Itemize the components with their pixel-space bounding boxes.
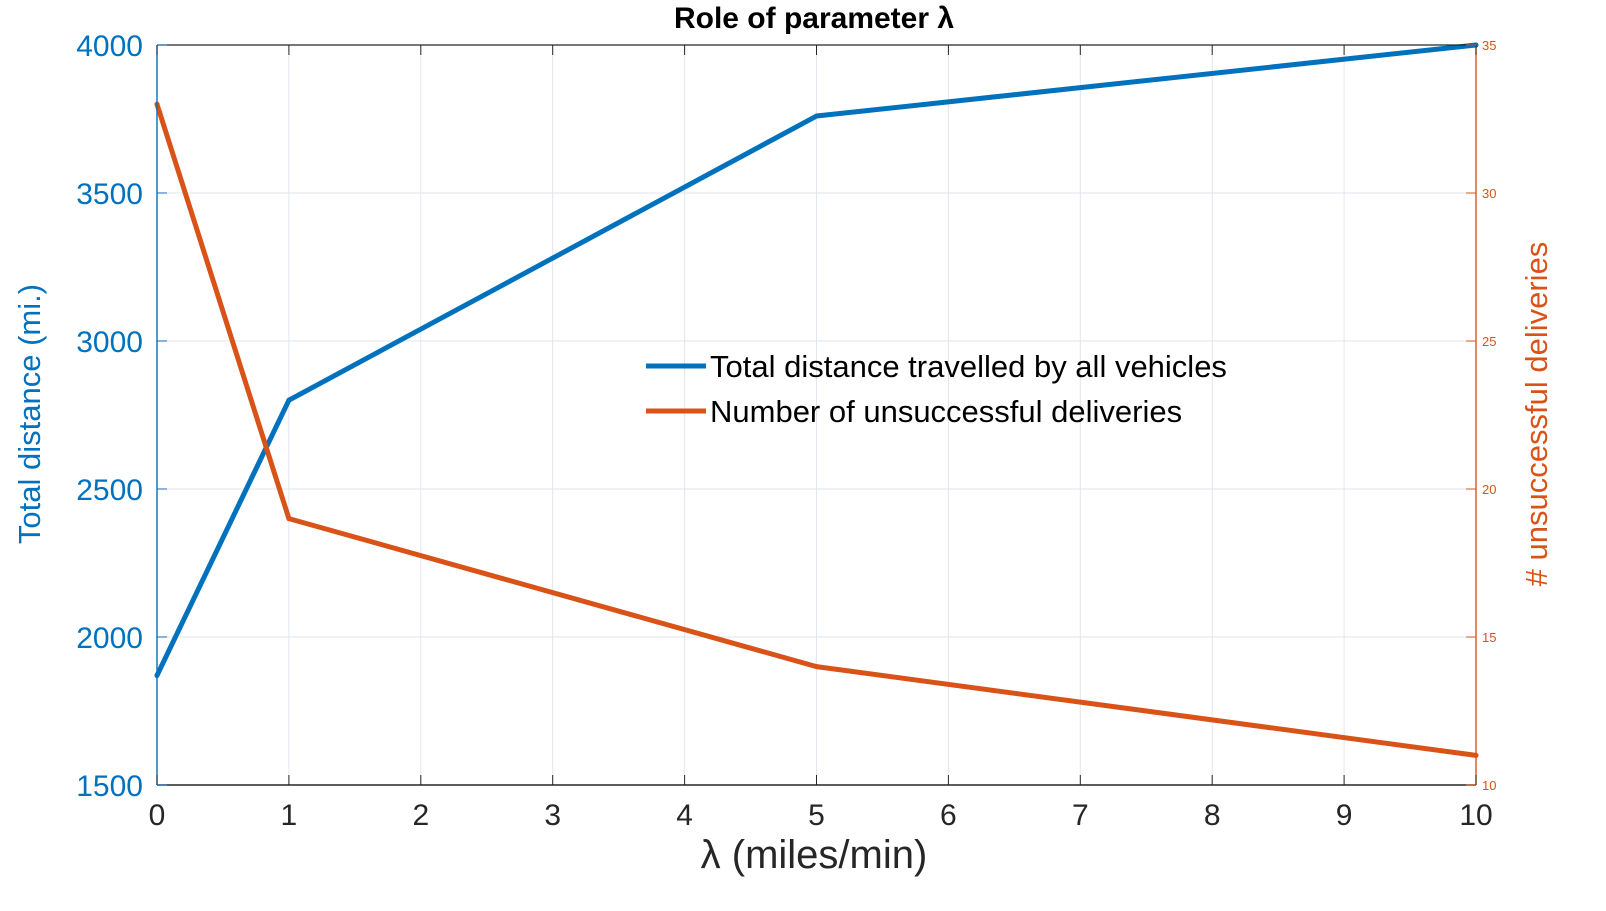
y-tick-label: 4000 [76, 30, 143, 63]
y-tick-label: 1500 [76, 770, 143, 803]
legend: Total distance travelled by all vehicles… [646, 349, 1227, 429]
y-axis-label: Total distance (mi.) [12, 284, 47, 544]
series-point-1 [286, 516, 292, 522]
y-tick-label: 3500 [76, 178, 143, 211]
legend-label-unsuccessful-deliveries: Number of unsuccessful deliveries [710, 394, 1182, 429]
x-tick-label: 10 [1459, 799, 1492, 832]
y-tick-label: 3000 [76, 326, 143, 359]
series-point-0 [286, 397, 292, 403]
chart-title: Role of parameter λ [674, 2, 954, 35]
y2-tick-label: 15 [1482, 630, 1496, 645]
x-tick-label: 2 [412, 799, 429, 832]
x-tick-label: 8 [1204, 799, 1221, 832]
x-axis-label: λ (miles/min) [701, 833, 928, 877]
x-tick-label: 5 [808, 799, 825, 832]
y-tick-label: 2500 [76, 474, 143, 507]
tick-labels: 0 1 2 3 4 5 6 7 8 9 10 1500 2000 2500 3000 3500 4000 10 15… [76, 30, 1496, 832]
y2-tick-label: 10 [1482, 778, 1496, 793]
x-tick-label: 4 [676, 799, 693, 832]
series-point-0 [814, 113, 819, 119]
series-point-1 [814, 664, 819, 670]
y2-axis-label: # unsuccessful deliveries [1519, 242, 1554, 587]
x-tick-label: 6 [940, 799, 957, 832]
y2-tick-label: 20 [1482, 482, 1496, 497]
series-lines [154, 42, 1479, 758]
x-tick-label: 0 [149, 799, 166, 832]
x-tick-label: 7 [1072, 799, 1089, 832]
x-tick-label: 9 [1336, 799, 1353, 832]
x-tick-label: 1 [281, 799, 298, 832]
y-tick-label: 2000 [76, 622, 143, 655]
axes [156, 44, 1477, 786]
y2-tick-label: 30 [1482, 186, 1496, 201]
y2-tick-label: 25 [1482, 334, 1496, 349]
series-line-1 [154, 101, 1479, 758]
series-line-0 [154, 42, 1479, 678]
legend-label-total-distance: Total distance travelled by all vehicles [710, 349, 1227, 384]
y2-tick-label: 35 [1482, 38, 1496, 53]
x-tick-label: 3 [544, 799, 561, 832]
